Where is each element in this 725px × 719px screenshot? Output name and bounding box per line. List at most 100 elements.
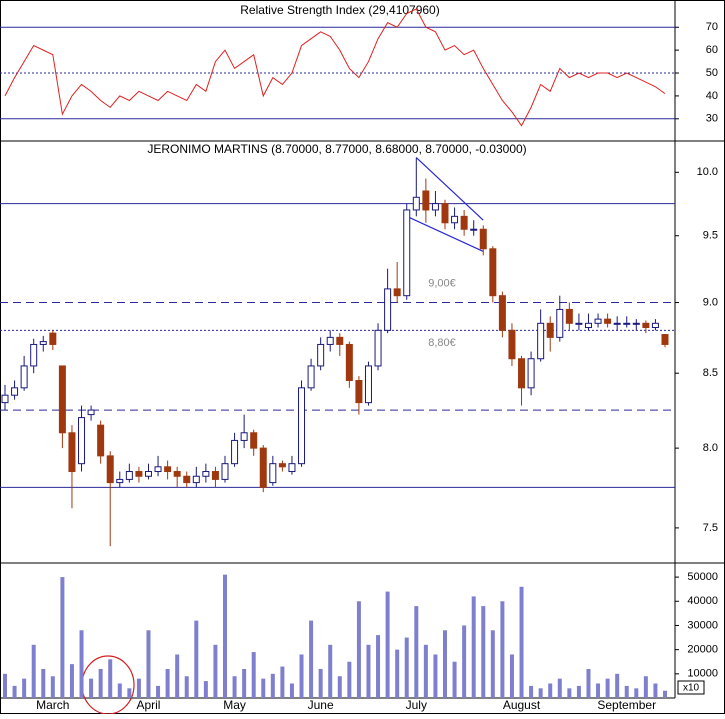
y-tick-label: 8.5: [703, 367, 718, 379]
candle-body: [231, 439, 239, 465]
candle-body: [661, 334, 669, 345]
volume-bar: [184, 676, 189, 698]
candle-body: [546, 322, 554, 338]
candle-body: [39, 341, 47, 345]
candle-body: [125, 471, 133, 480]
y-tick-label: 9.0: [703, 296, 718, 308]
candle-body: [594, 318, 602, 324]
volume-bar: [356, 601, 361, 698]
volume-bar: [452, 661, 457, 698]
volume-bar: [624, 685, 629, 698]
volume-bar: [519, 586, 524, 698]
volume-bar: [232, 676, 237, 698]
rsi-line: [4, 8, 666, 127]
volume-bar: [643, 676, 648, 698]
price-title: JERONIMO MARTINS (8.70000, 8.77000, 8.68…: [147, 142, 526, 156]
volume-bar: [251, 652, 256, 698]
volume-bar: [663, 690, 667, 698]
volume-bar: [280, 666, 285, 698]
volume-bar: [586, 668, 591, 698]
volume-bar: [557, 678, 562, 698]
candle-body: [364, 365, 372, 404]
volume-bar: [98, 668, 103, 698]
x-tick-label: March: [36, 698, 69, 712]
candle-body: [317, 343, 325, 367]
candle-body: [211, 471, 219, 480]
candle-body: [479, 228, 487, 250]
volume-bar: [471, 596, 476, 698]
volume-bar: [213, 644, 218, 698]
candle-body: [412, 196, 420, 211]
candle-body: [613, 322, 621, 325]
volume-bar: [404, 637, 409, 698]
volume-bar: [529, 685, 534, 698]
candle-body: [460, 215, 468, 230]
volume-bar: [337, 676, 342, 698]
volume-bar: [223, 574, 227, 698]
volume-bar: [318, 668, 323, 698]
volume-bar: [203, 681, 208, 698]
y-tick-label: 9.5: [703, 230, 718, 242]
volume-bar: [576, 685, 581, 698]
volume-bar: [89, 678, 94, 698]
y-tick-label: 30: [706, 113, 718, 125]
candle-body: [489, 248, 497, 297]
volume-bar: [108, 659, 113, 698]
y-tick-label: 10.0: [697, 166, 718, 178]
y-tick-label: 70: [706, 21, 718, 33]
candle-body: [106, 455, 114, 484]
candle-body: [326, 336, 334, 345]
candle-body: [250, 432, 258, 449]
candle-body: [518, 358, 526, 389]
volume-bar: [347, 661, 352, 698]
volume-bar: [127, 688, 132, 698]
volume-bar: [41, 668, 46, 698]
candle-body: [87, 409, 95, 416]
volume-bar: [146, 630, 151, 698]
y-tick-label: 8.0: [703, 442, 718, 454]
candle-body: [135, 471, 143, 477]
candle-body: [221, 463, 229, 480]
x-tick-label: May: [223, 698, 246, 712]
candle-body: [288, 463, 296, 473]
x-tick-label: April: [136, 698, 160, 712]
candle-body: [374, 329, 382, 367]
candle-body: [78, 417, 86, 465]
candle-body: [269, 463, 277, 484]
candle-body: [192, 475, 200, 484]
volume-bar: [385, 591, 390, 698]
candle-body: [202, 471, 210, 477]
volume-bar: [653, 683, 658, 698]
volume-bar: [261, 678, 266, 698]
volume-bar: [50, 676, 55, 698]
y-tick-label: 50: [706, 67, 718, 79]
candle-body: [355, 379, 363, 404]
candle-body: [173, 471, 181, 477]
y-tick-label: 10000: [687, 668, 718, 680]
volume-bar: [165, 668, 170, 698]
reference-label: 8,80€: [428, 337, 456, 349]
candle-body: [240, 432, 248, 441]
volume-bar: [500, 601, 505, 698]
candle-body: [345, 343, 353, 381]
candle-body: [30, 343, 38, 367]
candle-body: [97, 424, 105, 457]
volume-bar: [634, 688, 639, 698]
volume-bar: [31, 644, 36, 698]
x-tick-label: July: [406, 698, 427, 712]
y-tick-label: 60: [706, 44, 718, 56]
reference-label: 9,00€: [428, 277, 456, 289]
candle-body: [642, 322, 650, 329]
volume-bar: [596, 683, 601, 698]
volume-bar: [69, 664, 74, 698]
candle-body: [183, 475, 191, 484]
candle-body: [575, 322, 583, 325]
candle-body: [384, 288, 392, 331]
candle-body: [58, 365, 66, 434]
candle-body: [470, 228, 478, 231]
candle-body: [441, 203, 449, 224]
volume-bar: [60, 577, 65, 698]
volume-bar: [548, 683, 553, 698]
x-tick-label: June: [308, 698, 334, 712]
